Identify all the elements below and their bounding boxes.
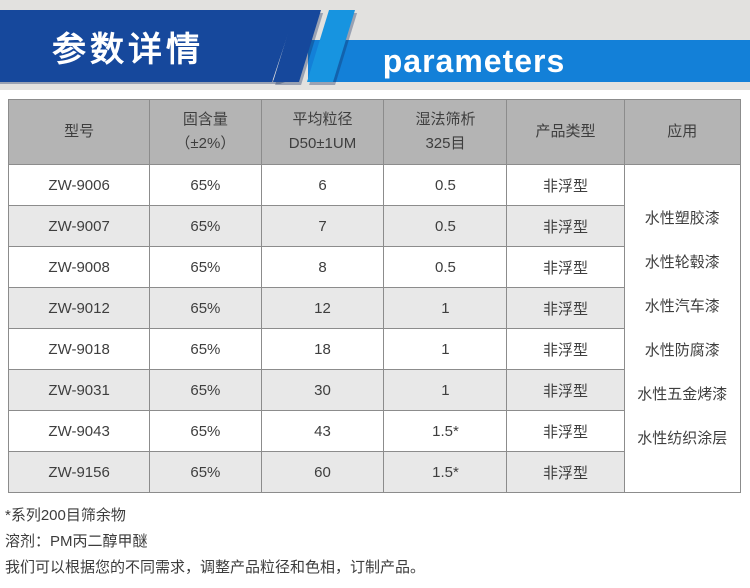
footnote-solvent: 溶剂：PM丙二醇甲醚 xyxy=(5,533,148,550)
column-header-wet-sieve: 湿法筛析 325目 xyxy=(383,99,508,165)
wet-sieve-cell: 1 xyxy=(383,287,508,329)
product-type-cell: 非浮型 xyxy=(506,164,625,206)
application-item: 水性轮毂漆 xyxy=(644,253,720,271)
table-row: ZW-9006 65% 6 0.5 非浮型 水性塑胶漆 水性轮毂漆 水性汽车漆 … xyxy=(7,164,742,493)
product-type-cell: 非浮型 xyxy=(506,410,625,452)
column-header-label: 型号 xyxy=(64,123,95,140)
product-type-cell: 非浮型 xyxy=(506,287,625,329)
wet-sieve-cell: 0.5 xyxy=(383,246,508,288)
table-row: ZW-9031 65% 30 1 非浮型 xyxy=(7,369,741,411)
wet-sieve-cell: 1 xyxy=(383,328,508,370)
product-type-cell: 非浮型 xyxy=(506,328,625,370)
particle-size-cell: 43 xyxy=(260,410,385,452)
column-header-sublabel: 325目 xyxy=(425,135,466,152)
header-banner: parameters 参数详情 xyxy=(0,0,750,90)
application-item: 水性汽车漆 xyxy=(644,297,720,315)
column-header-sublabel: D50±1UM xyxy=(288,135,357,152)
column-header-product-type: 产品类型 xyxy=(506,99,625,165)
solid-content-cell: 65% xyxy=(149,451,262,493)
banner-shadow xyxy=(0,80,290,84)
spec-table-container: 型号 固含量 （±2%） 平均粒径 D50±1UM 湿法筛析 325目 产品类型 xyxy=(0,90,750,493)
wet-sieve-cell: 0.5 xyxy=(383,205,508,247)
particle-size-cell: 6 xyxy=(260,164,385,206)
table-row: ZW-9018 65% 18 1 非浮型 xyxy=(7,328,741,370)
column-header-label: 产品类型 xyxy=(535,123,596,140)
column-header-particle-size: 平均粒径 D50±1UM xyxy=(260,99,385,165)
wet-sieve-cell: 0.5 xyxy=(383,164,508,206)
page-title-chinese: 参数详情 xyxy=(52,30,204,69)
product-type-cell: 非浮型 xyxy=(506,451,625,493)
solid-content-cell: 65% xyxy=(149,164,262,206)
application-cell: 水性塑胶漆 水性轮毂漆 水性汽车漆 水性防腐漆 水性五金烤漆 水性纺织涂层 xyxy=(623,164,742,493)
particle-size-cell: 30 xyxy=(260,369,385,411)
model-cell: ZW-9008 xyxy=(7,246,151,288)
solid-content-cell: 65% xyxy=(149,287,262,329)
table-row: ZW-9008 65% 8 0.5 非浮型 xyxy=(7,246,741,288)
application-item: 水性塑胶漆 xyxy=(644,209,720,227)
particle-size-cell: 7 xyxy=(260,205,385,247)
header-band-chinese: 参数详情 xyxy=(0,10,296,82)
page-title-english: parameters xyxy=(382,42,566,79)
particle-size-cell: 12 xyxy=(260,287,385,329)
column-header-model: 型号 xyxy=(7,99,151,165)
wet-sieve-cell: 1.5* xyxy=(383,410,508,452)
wet-sieve-cell: 1.5* xyxy=(383,451,508,493)
particle-size-cell: 60 xyxy=(260,451,385,493)
column-header-label: 平均粒径 xyxy=(292,111,353,128)
footnote-customization: 我们可以根据您的不同需求，调整产品粒径和色相，订制产品。 xyxy=(5,559,426,576)
solid-content-cell: 65% xyxy=(149,246,262,288)
model-cell: ZW-9043 xyxy=(7,410,151,452)
column-header-solid-content: 固含量 （±2%） xyxy=(149,99,262,165)
solid-content-cell: 65% xyxy=(149,369,262,411)
solid-content-cell: 65% xyxy=(149,328,262,370)
footnote-sieve-residue: *系列200目筛余物 xyxy=(5,507,126,524)
table-row: ZW-9156 65% 60 1.5* 非浮型 xyxy=(7,451,741,493)
solid-content-cell: 65% xyxy=(149,205,262,247)
header-band-english: parameters xyxy=(308,40,750,82)
particle-size-cell: 8 xyxy=(260,246,385,288)
table-row: ZW-9012 65% 12 1 非浮型 xyxy=(7,287,741,329)
wet-sieve-cell: 1 xyxy=(383,369,508,411)
table-row: ZW-9043 65% 43 1.5* 非浮型 xyxy=(7,410,741,452)
application-item: 水性防腐漆 xyxy=(644,341,720,359)
column-header-label: 湿法筛析 xyxy=(415,111,476,128)
column-header-sublabel: （±2%） xyxy=(175,135,236,152)
model-cell: ZW-9031 xyxy=(7,369,151,411)
table-row: ZW-9007 65% 7 0.5 非浮型 xyxy=(7,205,741,247)
application-item: 水性五金烤漆 xyxy=(637,385,728,403)
footnotes: *系列200目筛余物 溶剂：PM丙二醇甲醚 我们可以根据您的不同需求，调整产品粒… xyxy=(0,493,750,581)
model-cell: ZW-9006 xyxy=(7,164,151,206)
model-cell: ZW-9156 xyxy=(7,451,151,493)
application-item: 水性纺织涂层 xyxy=(637,429,728,447)
column-header-application: 应用 xyxy=(623,99,742,165)
model-cell: ZW-9007 xyxy=(7,205,151,247)
column-header-label: 固含量 xyxy=(182,111,228,128)
product-type-cell: 非浮型 xyxy=(506,205,625,247)
table-header-row: 型号 固含量 （±2%） 平均粒径 D50±1UM 湿法筛析 325目 产品类型 xyxy=(7,99,742,165)
product-type-cell: 非浮型 xyxy=(506,246,625,288)
solid-content-cell: 65% xyxy=(149,410,262,452)
parameters-table: 型号 固含量 （±2%） 平均粒径 D50±1UM 湿法筛析 325目 产品类型 xyxy=(7,99,742,493)
product-type-cell: 非浮型 xyxy=(506,369,625,411)
column-header-label: 应用 xyxy=(667,123,698,140)
particle-size-cell: 18 xyxy=(260,328,385,370)
model-cell: ZW-9018 xyxy=(7,328,151,370)
model-cell: ZW-9012 xyxy=(7,287,151,329)
